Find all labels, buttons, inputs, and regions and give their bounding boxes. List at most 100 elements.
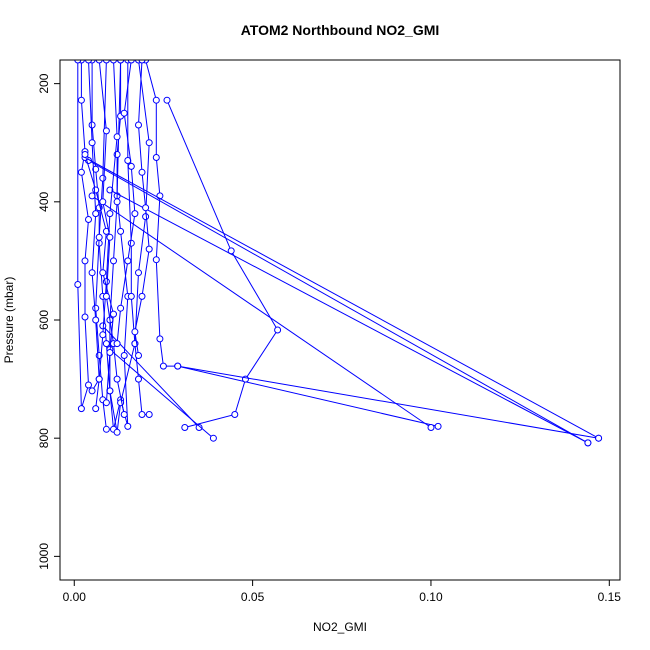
data-point <box>106 233 114 241</box>
data-point <box>88 139 96 147</box>
data-point <box>145 139 153 147</box>
series-line-14 <box>127 60 150 415</box>
data-point <box>85 381 92 389</box>
data-point <box>92 210 100 218</box>
data-point <box>113 428 121 436</box>
data-point <box>135 121 142 129</box>
data-point <box>74 281 82 288</box>
data-point <box>99 174 107 182</box>
data-point <box>195 424 203 431</box>
data-point <box>110 310 117 318</box>
data-point <box>127 60 135 64</box>
y-axis-title: Pressure (mbar) <box>2 277 16 364</box>
data-point <box>117 60 125 64</box>
x-tick-label: 0.10 <box>419 590 443 604</box>
y-tick-label: 200 <box>37 73 51 93</box>
data-point <box>138 411 146 418</box>
data-point <box>427 424 435 431</box>
data-point <box>77 96 85 104</box>
data-point <box>138 60 146 64</box>
data-point <box>156 335 164 343</box>
series-line-3 <box>145 60 439 427</box>
data-point <box>113 375 121 383</box>
axes-group: 0.00 0.05 0.10 0.15 200 400 600 800 1000 <box>37 73 621 604</box>
data-point <box>102 425 110 433</box>
data-point <box>102 399 110 407</box>
data-point <box>92 304 100 312</box>
data-point <box>434 422 442 430</box>
data-point <box>113 133 121 141</box>
series-line-7 <box>109 189 589 444</box>
data-point <box>85 216 92 223</box>
series-line-11 <box>109 349 214 439</box>
data-point <box>106 210 114 218</box>
data-point <box>81 151 89 158</box>
data-point <box>120 352 128 359</box>
data-point <box>117 227 125 235</box>
data-point <box>124 257 132 265</box>
data-point <box>174 362 182 370</box>
data-point <box>142 204 150 212</box>
data-point <box>152 256 160 264</box>
data-point <box>135 269 142 277</box>
series-line-4 <box>166 100 279 428</box>
data-point <box>135 375 142 383</box>
series-line-5 <box>88 160 589 444</box>
data-point <box>138 292 146 300</box>
data-point <box>145 411 153 418</box>
data-point <box>95 233 103 241</box>
y-tick-label: 400 <box>37 191 51 211</box>
data-point <box>120 109 128 117</box>
data-point <box>85 60 92 64</box>
data-point <box>92 405 100 413</box>
data-point <box>152 96 160 104</box>
data-point <box>106 349 114 356</box>
x-tick-label: 0.15 <box>598 590 622 604</box>
data-point <box>152 154 160 161</box>
data-point <box>102 340 110 348</box>
data-point <box>102 60 110 64</box>
data-point <box>81 313 89 321</box>
data-point <box>274 326 282 334</box>
data-point <box>106 186 114 194</box>
data-point <box>181 424 189 431</box>
data-point <box>99 198 107 206</box>
chart-title: ATOM2 Northbound NO2_GMI <box>241 22 440 38</box>
data-point <box>92 165 100 173</box>
data-point <box>131 210 139 218</box>
y-tick-label: 600 <box>37 310 51 330</box>
data-point <box>142 213 150 221</box>
data-point <box>92 186 100 194</box>
x-tick-label: 0.05 <box>241 590 265 604</box>
series-line-10 <box>177 365 599 439</box>
data-point <box>131 328 139 336</box>
data-point <box>120 411 128 418</box>
data-point <box>88 387 96 395</box>
data-point <box>209 434 217 442</box>
data-point <box>127 239 135 247</box>
data-point <box>231 411 239 418</box>
data-point <box>92 316 100 324</box>
x-axis-title: NO2_GMI <box>313 620 367 634</box>
data-point <box>159 362 167 370</box>
plot-frame <box>59 59 621 581</box>
data-point <box>74 60 82 64</box>
data-point <box>584 439 592 447</box>
data-point <box>99 331 107 339</box>
series-line-6 <box>84 157 599 439</box>
data-point <box>135 352 142 359</box>
data-point <box>95 375 103 383</box>
data-point <box>595 434 603 442</box>
y-tick-label: 1000 <box>37 543 51 570</box>
plot-area <box>74 60 603 447</box>
data-point <box>77 168 85 176</box>
data-point <box>113 198 121 206</box>
data-point <box>163 96 171 104</box>
data-point <box>127 162 135 170</box>
data-point <box>81 257 89 265</box>
data-point <box>102 292 110 300</box>
data-point <box>102 127 110 135</box>
series-line-17 <box>88 60 100 392</box>
